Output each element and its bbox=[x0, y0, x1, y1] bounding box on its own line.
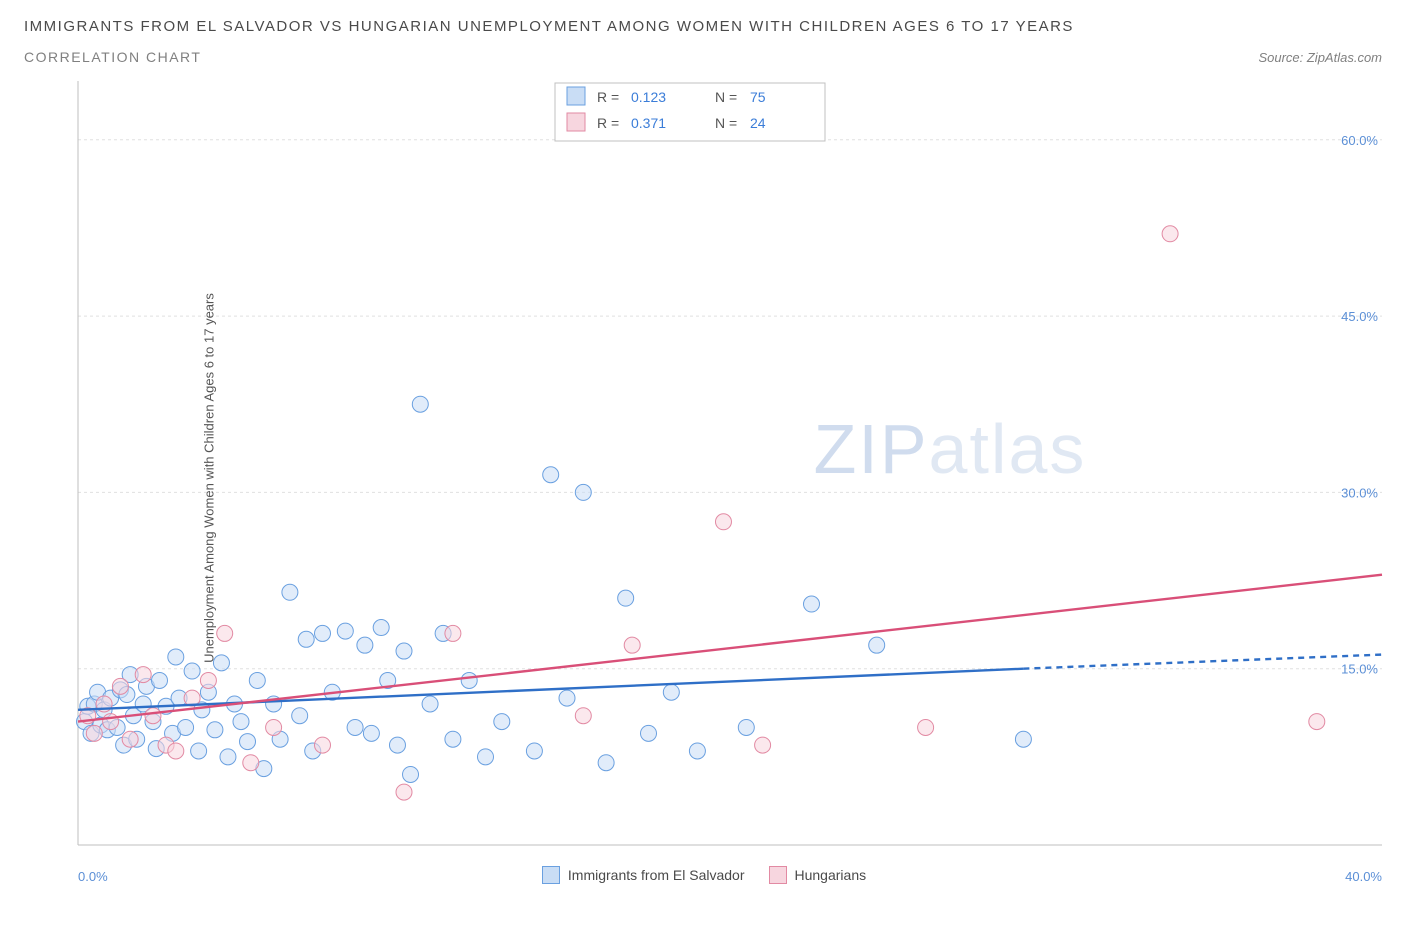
chart-title: IMMIGRANTS FROM EL SALVADOR VS HUNGARIAN… bbox=[24, 18, 1382, 35]
chart-subtitle: CORRELATION CHART bbox=[24, 49, 201, 65]
svg-text:15.0%: 15.0% bbox=[1341, 662, 1378, 677]
chart-container: Unemployment Among Women with Children A… bbox=[24, 75, 1384, 880]
svg-text:30.0%: 30.0% bbox=[1341, 485, 1378, 500]
svg-text:R =: R = bbox=[597, 89, 619, 105]
scatter-plot-svg: 15.0% 30.0% 45.0% 60.0% ZIPatlas R = 0.123 N = 7… bbox=[24, 75, 1384, 880]
subtitle-row: CORRELATION CHART Source: ZipAtlas.com bbox=[24, 49, 1382, 65]
svg-text:60.0%: 60.0% bbox=[1341, 133, 1378, 148]
svg-text:N =: N = bbox=[715, 89, 737, 105]
source-label: Source: ZipAtlas.com bbox=[1258, 50, 1382, 65]
svg-text:N =: N = bbox=[715, 115, 737, 131]
legend-swatch-hungarians bbox=[769, 866, 787, 884]
svg-text:0.123: 0.123 bbox=[631, 89, 666, 105]
svg-text:0.371: 0.371 bbox=[631, 115, 666, 131]
legend-item-el-salvador: Immigrants from El Salvador bbox=[542, 866, 745, 884]
bottom-legend: Immigrants from El Salvador Hungarians bbox=[24, 866, 1384, 884]
y-axis-label: Unemployment Among Women with Children A… bbox=[201, 293, 216, 663]
svg-text:R =: R = bbox=[597, 115, 619, 131]
legend-label-el-salvador: Immigrants from El Salvador bbox=[568, 867, 745, 883]
legend-item-hungarians: Hungarians bbox=[769, 866, 867, 884]
svg-text:45.0%: 45.0% bbox=[1341, 309, 1378, 324]
svg-text:ZIPatlas: ZIPatlas bbox=[814, 410, 1087, 488]
legend-label-hungarians: Hungarians bbox=[795, 867, 867, 883]
legend-swatch-el-salvador bbox=[542, 866, 560, 884]
svg-text:75: 75 bbox=[750, 89, 766, 105]
svg-text:24: 24 bbox=[750, 115, 766, 131]
